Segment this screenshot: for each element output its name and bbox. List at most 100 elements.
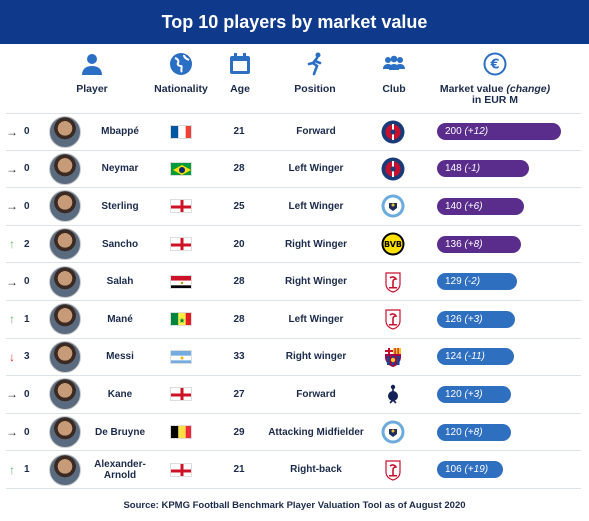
market-value: 124 (445, 351, 462, 363)
player-position: Forward (296, 126, 336, 138)
senegal-flag-icon (170, 312, 192, 327)
nationality-cell (166, 451, 196, 488)
mancity-crest-icon (381, 194, 405, 218)
tottenham-crest-icon (381, 382, 405, 406)
club-cell (378, 339, 408, 376)
svg-text:€: € (489, 58, 499, 73)
column-header-nationality: Nationality (148, 52, 214, 110)
market-value-pill: 106 (+19) (437, 461, 503, 479)
player-name: Salah (106, 276, 134, 288)
player-name: Neymar (101, 163, 139, 175)
source-note: Source: KPMG Football Benchmark Player V… (123, 500, 466, 511)
nationality-cell (166, 188, 196, 225)
arrow-right-icon: → (6, 425, 18, 440)
nationality-cell (166, 114, 196, 150)
nationality-cell (166, 414, 196, 451)
psg-crest-icon (381, 120, 405, 144)
dortmund-crest-icon: BVB (381, 232, 405, 256)
club-cell (378, 188, 408, 225)
nationality-cell (166, 339, 196, 376)
avatar-cell (48, 226, 82, 263)
market-value-bar: 120 (+3) (437, 376, 511, 413)
market-value-pill: 148 (-1) (437, 160, 529, 178)
column-header-position: Position (280, 52, 350, 110)
avatar (49, 453, 81, 486)
rank-change: → 0 (6, 414, 42, 451)
player-position: Right Winger (284, 276, 348, 288)
rank-change: ↑ 2 (6, 226, 42, 263)
market-value-pill: 126 (+3) (437, 310, 515, 328)
euro-icon: € (483, 52, 507, 76)
runner-icon (307, 52, 322, 76)
market-value-pill: 136 (+8) (437, 235, 521, 253)
player-age: 28 (233, 163, 245, 175)
club-cell: BVB (378, 226, 408, 263)
market-value-pill: 129 (-2) (437, 273, 517, 291)
table-row: → 0 Mbappé 21 Forward 200 (+12) (6, 113, 581, 151)
market-value: 148 (445, 163, 462, 175)
player-name: Mané (107, 313, 133, 325)
table-row: → 0 Salah 28 Right Winger 129 (-2) (6, 263, 581, 301)
market-value: 106 (445, 464, 462, 476)
rank-change-value: 0 (24, 426, 30, 438)
avatar-cell (48, 188, 82, 225)
avatar (49, 190, 81, 223)
table-row: ↑ 1 Alexander-Arnold 21 Right-back 106 (+19) (6, 451, 581, 489)
barcelona-crest-icon (381, 345, 405, 369)
rank-change-value: 0 (24, 276, 30, 288)
mancity-crest-icon (381, 420, 405, 444)
player-position: Right Winger (284, 238, 348, 250)
club-cell (378, 451, 408, 488)
rank-change-value: 1 (24, 313, 30, 325)
player-age: 29 (233, 426, 245, 438)
market-value: 136 (445, 238, 462, 250)
arrow-right-icon: → (6, 124, 18, 139)
column-header-player: Player (62, 52, 122, 110)
market-value: 140 (445, 200, 462, 212)
player-position: Left Winger (288, 163, 344, 175)
liverpool-crest-icon (381, 458, 405, 482)
arrow-right-icon: → (6, 387, 18, 402)
player-name: Kane (107, 388, 133, 400)
player-age: 28 (233, 276, 245, 288)
france-flag-icon (170, 124, 192, 139)
england-flag-icon (170, 199, 192, 214)
england-flag-icon (170, 462, 192, 477)
avatar (49, 115, 81, 148)
market-value: 129 (445, 276, 462, 288)
player-position: Left Winger (288, 313, 344, 325)
market-value-bar: 126 (+3) (437, 301, 515, 338)
player-age: 28 (233, 313, 245, 325)
argentina-flag-icon (170, 349, 192, 364)
belgium-flag-icon (170, 425, 192, 440)
column-header-market-value: € Market value (change) in EUR M (430, 52, 560, 110)
market-value-bar: 200 (+12) (437, 114, 561, 150)
avatar-cell (48, 151, 82, 188)
rank-change: ↑ 1 (6, 451, 42, 488)
column-header-age: Age (222, 52, 258, 110)
page-title: Top 10 players by market value (0, 0, 589, 44)
arrow-up-icon: ↑ (9, 462, 15, 477)
avatar-cell (48, 414, 82, 451)
table-row: → 0 De Bruyne 29 Attacking Midfielder 120 (+8… (6, 414, 581, 452)
market-value-change: (-11) (464, 351, 485, 363)
avatar-cell (48, 263, 82, 300)
market-value-change: (-1) (464, 163, 481, 175)
player-name: Messi (106, 351, 134, 363)
table-row: → 0 Neymar 28 Left Winger 148 (-1) (6, 151, 581, 189)
player-age: 20 (233, 238, 245, 250)
market-value-change: (-2) (464, 276, 481, 288)
market-value: 126 (445, 313, 462, 325)
player-name: Sancho (101, 238, 139, 250)
club-cell (378, 263, 408, 300)
market-value-change: (+6) (464, 200, 483, 212)
rank-change: → 0 (6, 188, 42, 225)
arrow-up-icon: ↑ (9, 312, 15, 327)
arrow-up-icon: ↑ (9, 237, 15, 252)
table-row: ↓ 3 Messi 33 Right winger 124 (-11) (6, 339, 581, 377)
club-cell (378, 151, 408, 188)
rank-change-value: 1 (24, 464, 30, 476)
avatar (49, 340, 81, 373)
club-cell (378, 114, 408, 150)
market-value-bar: 140 (+6) (437, 188, 524, 225)
